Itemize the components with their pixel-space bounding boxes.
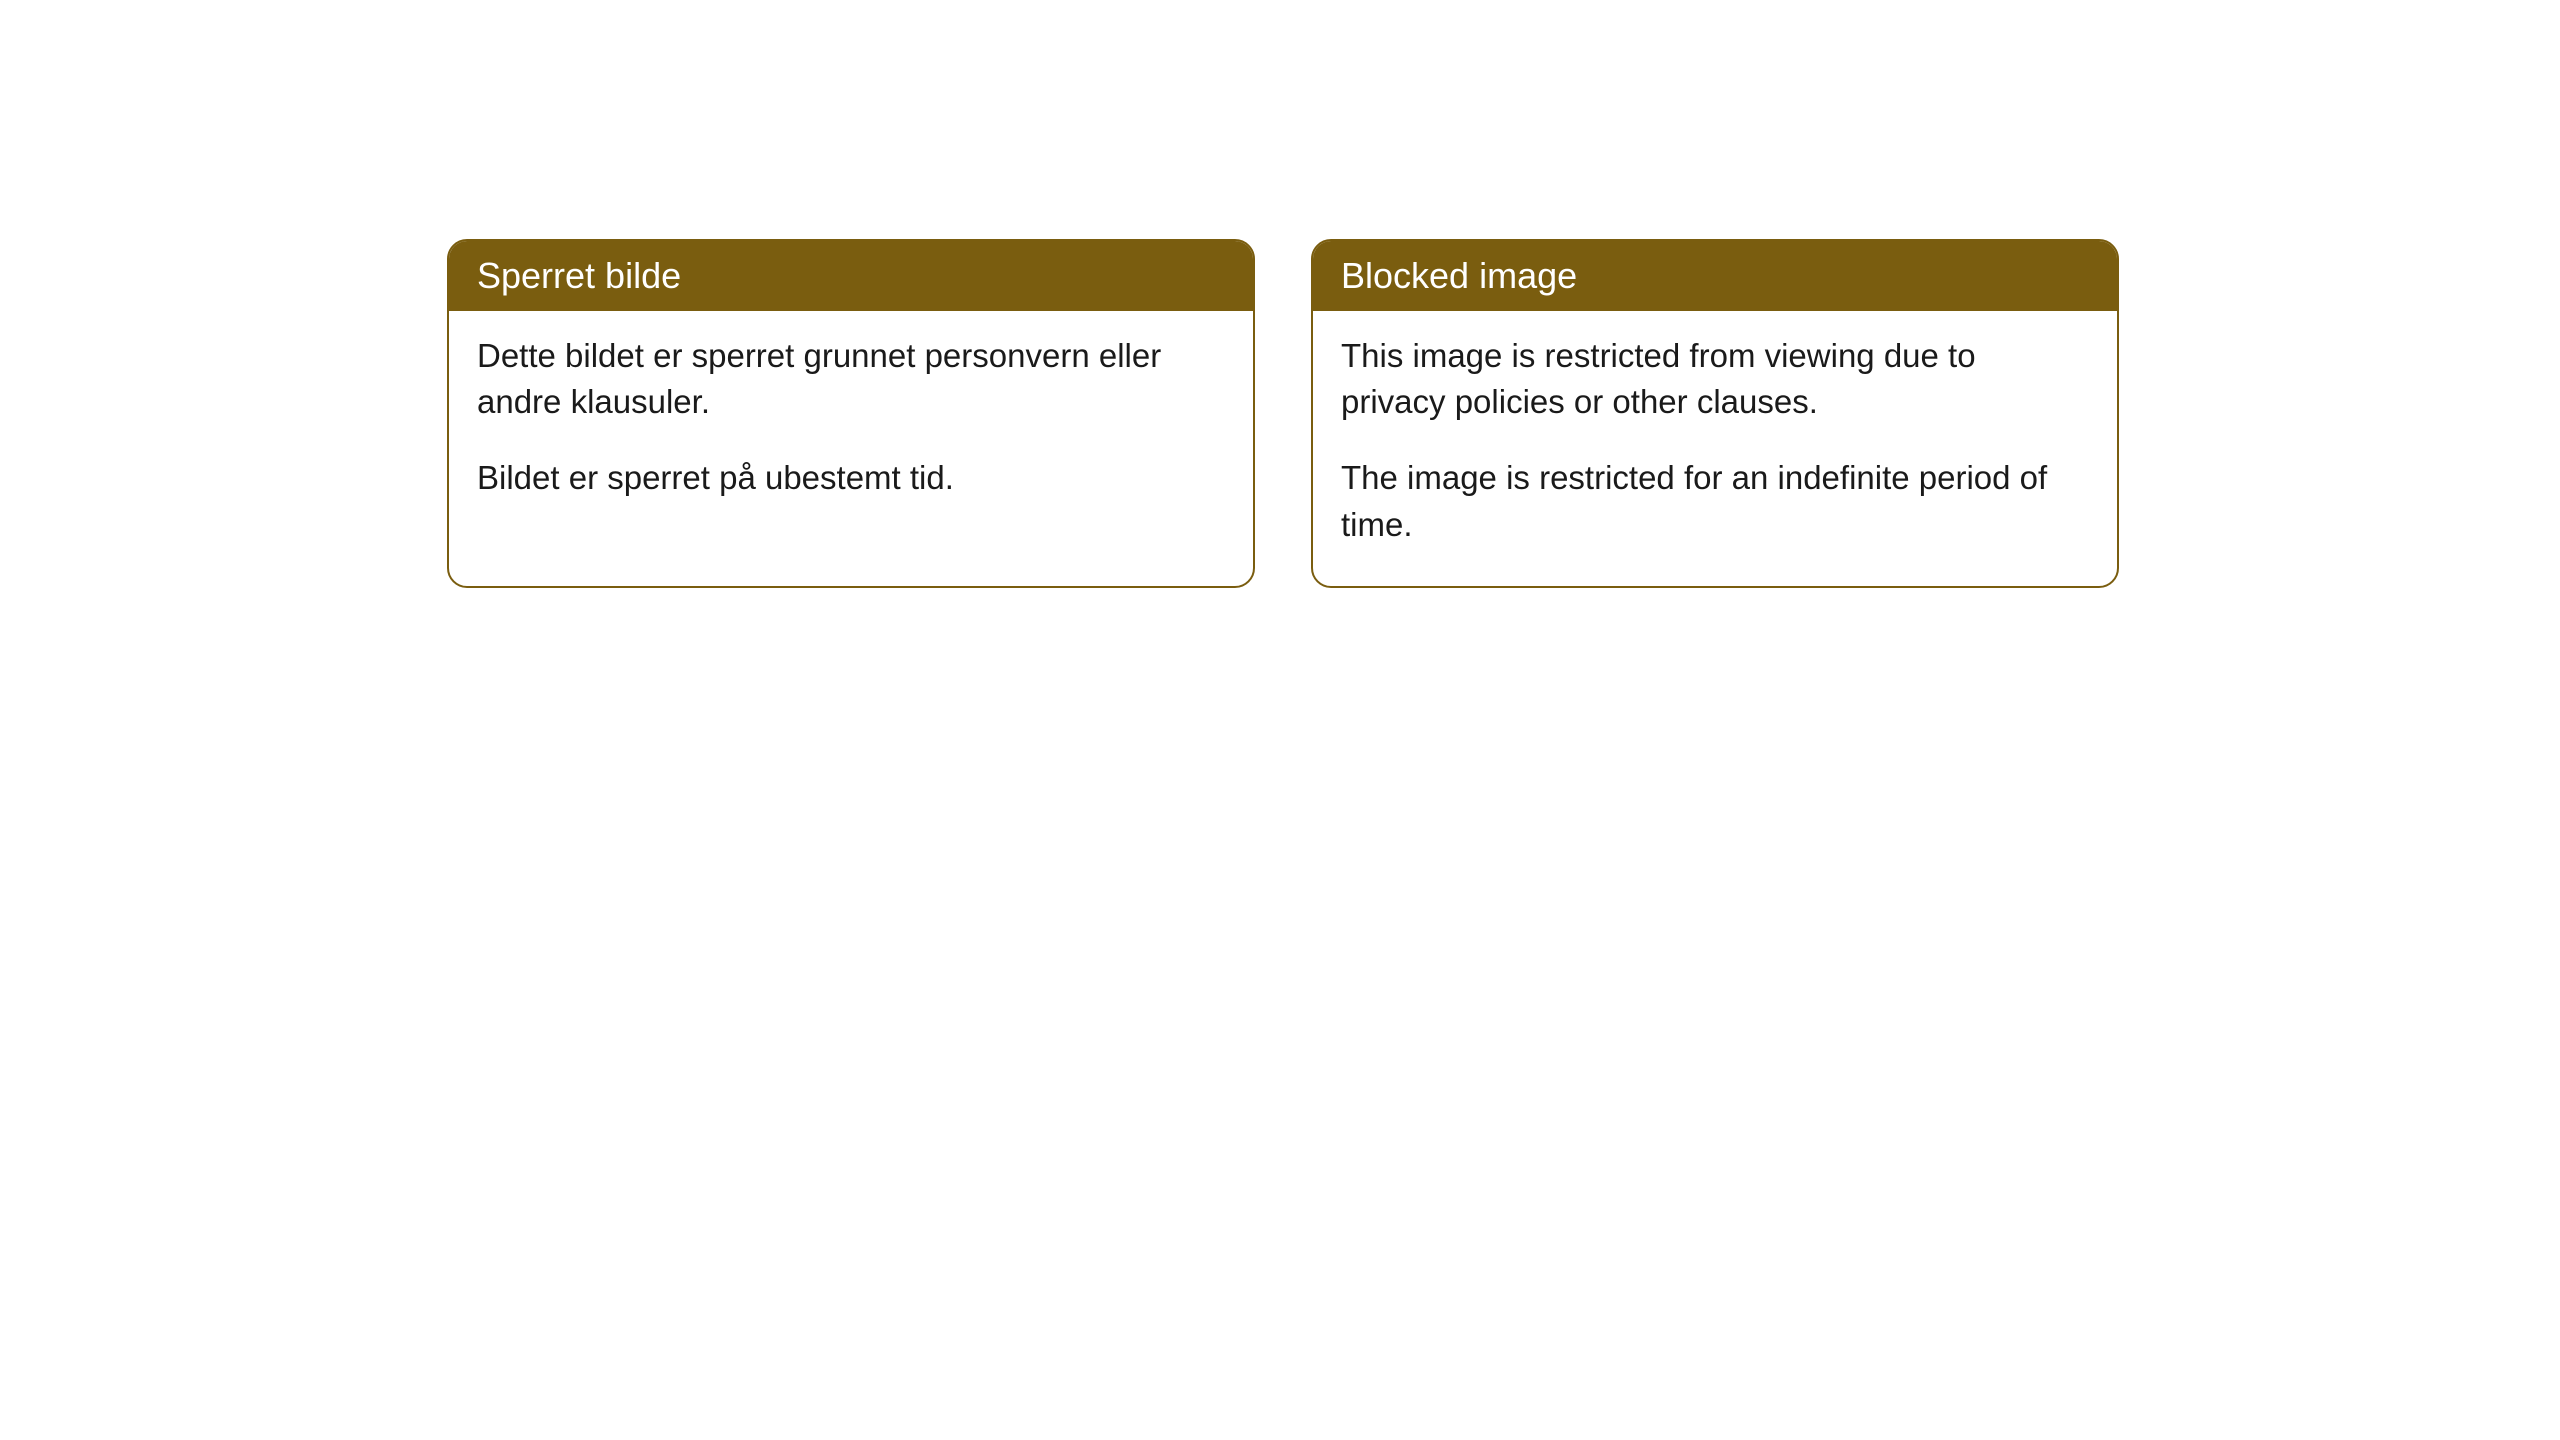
card-norwegian-paragraph-2: Bildet er sperret på ubestemt tid. bbox=[477, 455, 1225, 501]
card-norwegian: Sperret bilde Dette bildet er sperret gr… bbox=[447, 239, 1255, 588]
card-body-norwegian: Dette bildet er sperret grunnet personve… bbox=[449, 311, 1253, 540]
card-header-english: Blocked image bbox=[1313, 241, 2117, 311]
card-english-paragraph-1: This image is restricted from viewing du… bbox=[1341, 333, 2089, 425]
card-english: Blocked image This image is restricted f… bbox=[1311, 239, 2119, 588]
card-header-norwegian: Sperret bilde bbox=[449, 241, 1253, 311]
card-norwegian-paragraph-1: Dette bildet er sperret grunnet personve… bbox=[477, 333, 1225, 425]
card-english-paragraph-2: The image is restricted for an indefinit… bbox=[1341, 455, 2089, 547]
card-body-english: This image is restricted from viewing du… bbox=[1313, 311, 2117, 586]
cards-container: Sperret bilde Dette bildet er sperret gr… bbox=[447, 239, 2119, 588]
